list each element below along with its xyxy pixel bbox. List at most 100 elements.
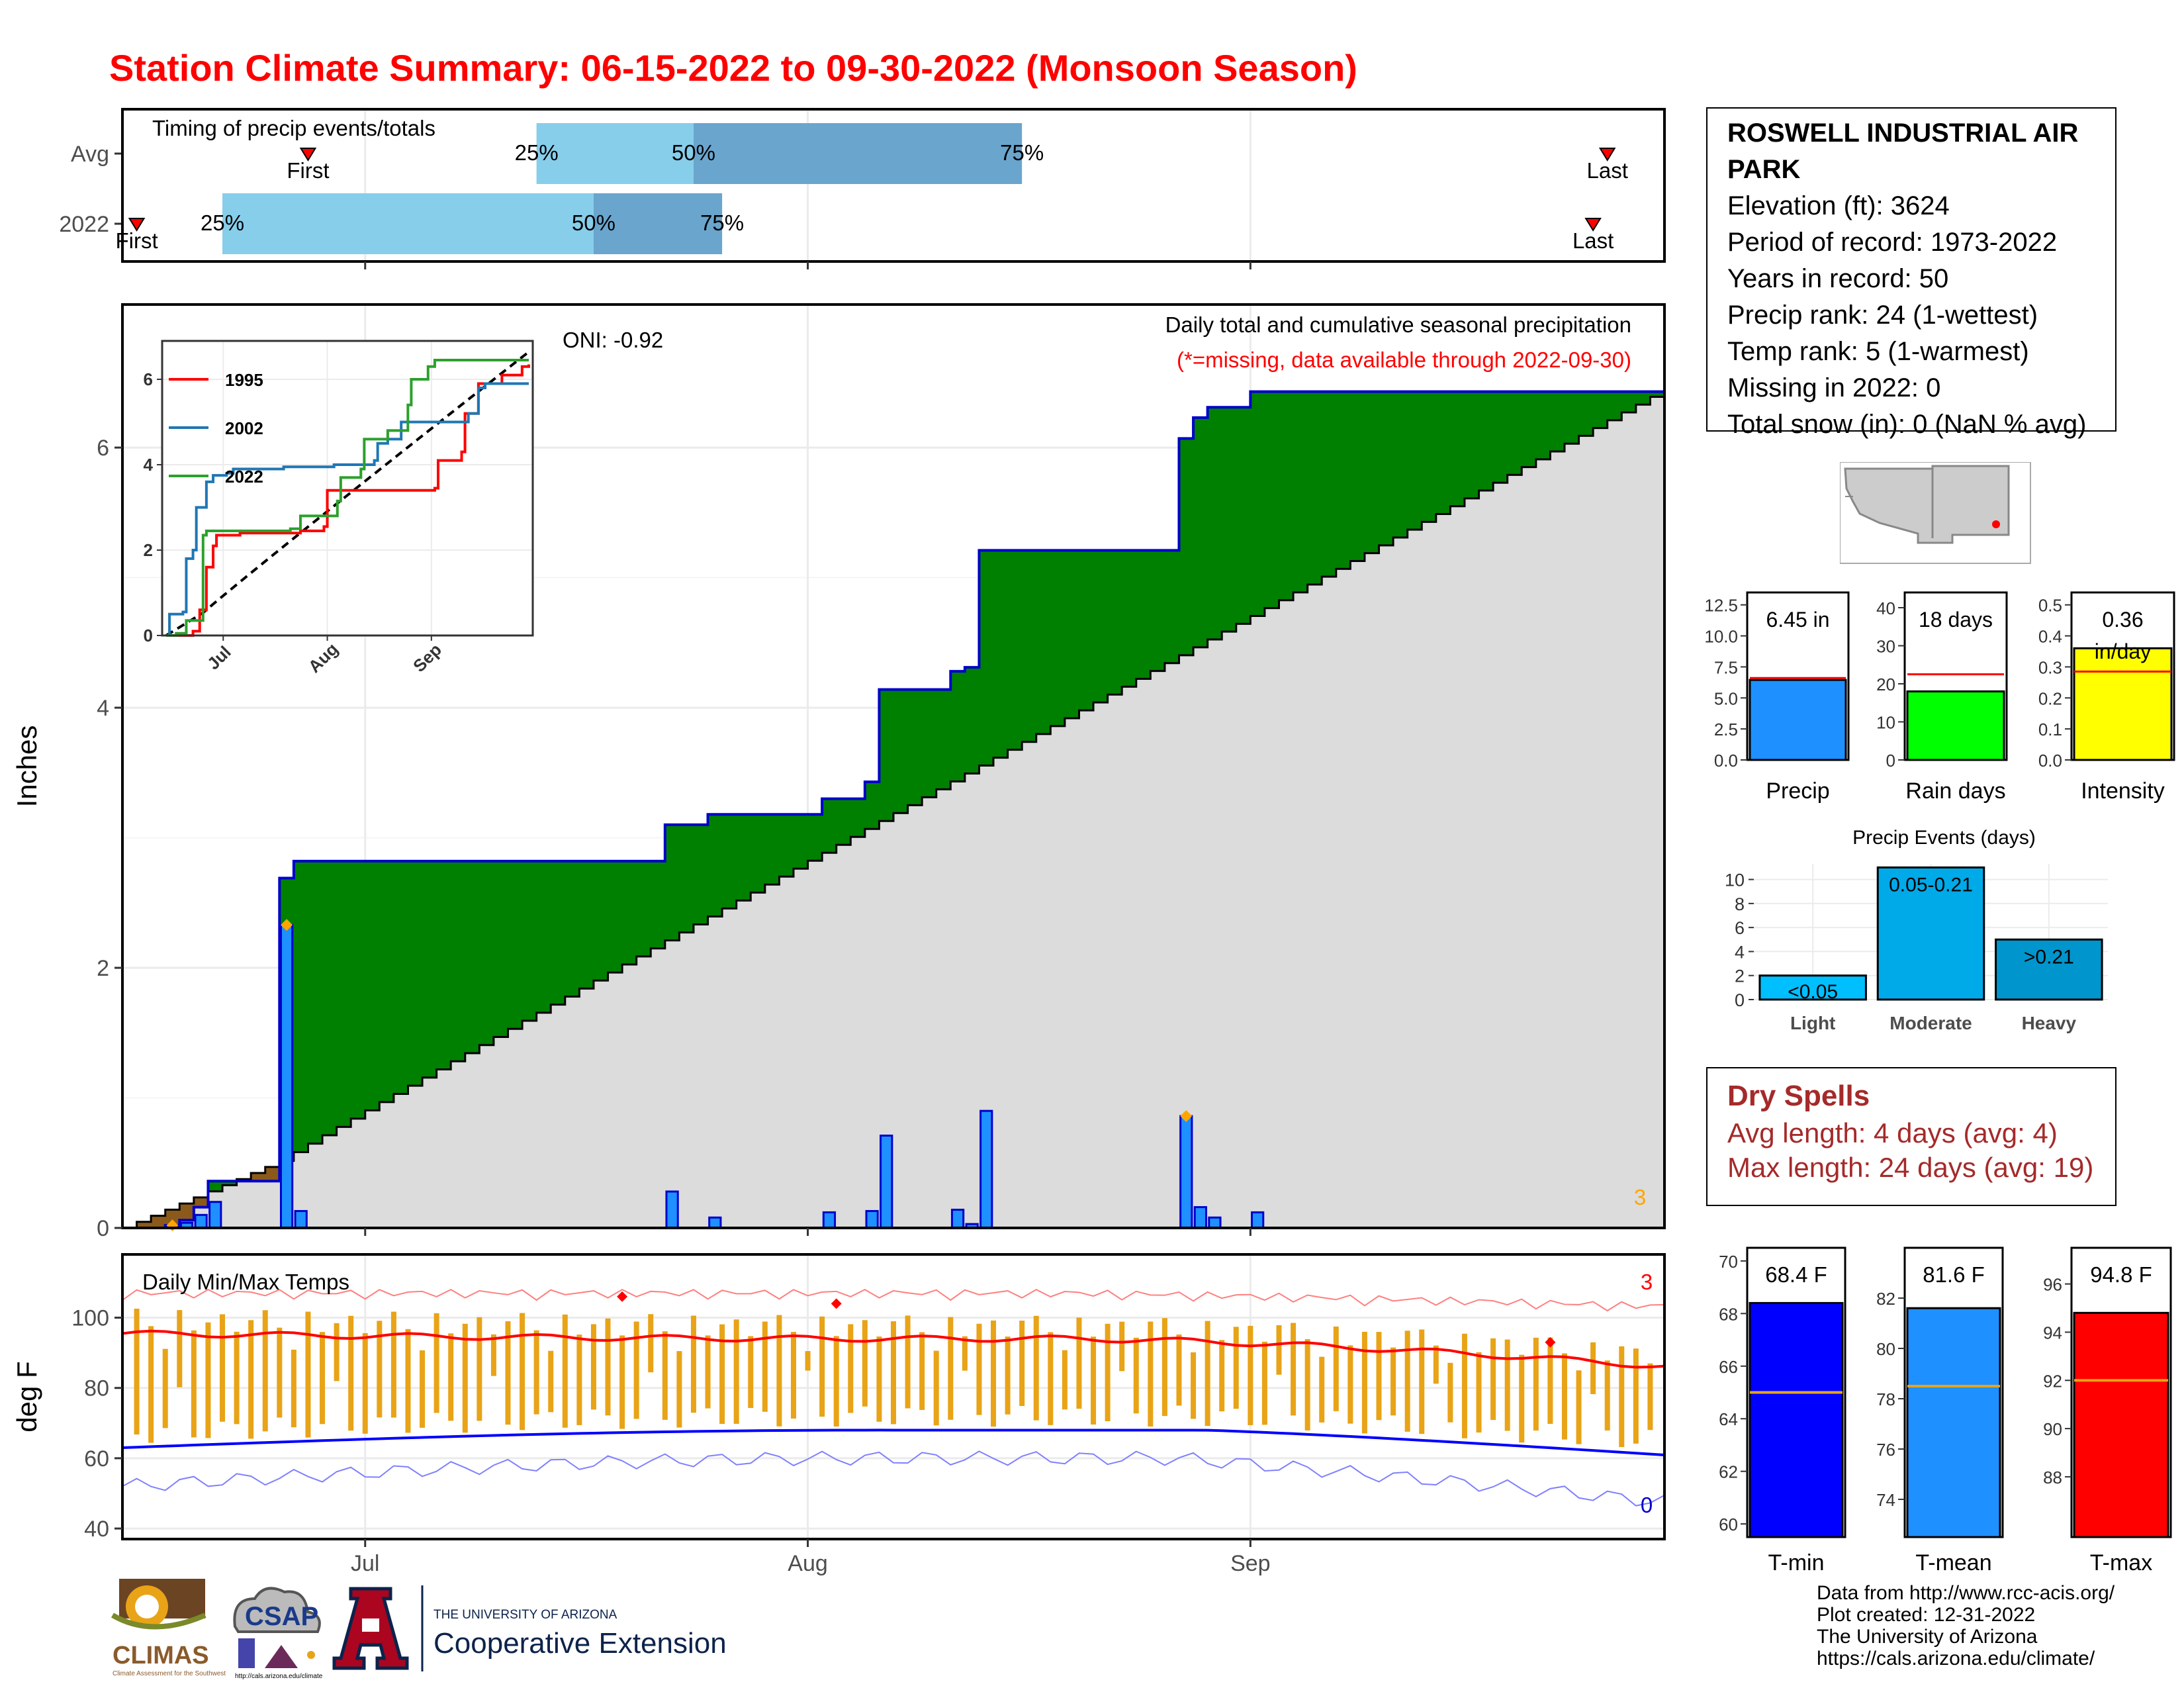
precip-event-bar-light <box>1758 974 1867 1001</box>
dry-spells-max: Max length: 24 days (avg: 19) <box>1727 1152 2094 1183</box>
daily-precip-bar <box>822 1211 837 1229</box>
summary-ytick-label: 60 <box>1719 1515 1738 1534</box>
csap-logo: CSAP http://cals.arizona.edu/climate <box>233 1587 323 1680</box>
daily-temp-bar <box>533 1330 539 1415</box>
daily-temp-bar <box>520 1313 525 1430</box>
summary-ytick-label: 90 <box>2043 1419 2062 1439</box>
summary-panel-name: T-mean <box>1915 1550 1991 1575</box>
daily-temp-bar <box>648 1314 654 1373</box>
record-low-line <box>122 1450 1665 1507</box>
daily-temp-bar <box>205 1322 211 1438</box>
timing-quantile-label: 25% <box>515 140 559 165</box>
daily-temp-bar <box>448 1333 454 1421</box>
daily-precip-bar <box>665 1190 679 1229</box>
inset-ytick-label: 4 <box>144 455 154 475</box>
daily-temp-bar <box>1504 1339 1510 1431</box>
daily-temp-bar <box>805 1351 811 1371</box>
daily-temp-bar <box>1291 1323 1297 1416</box>
daily-temp-bar <box>191 1330 197 1438</box>
record-temp-marker <box>831 1298 842 1309</box>
summary-panel-name: Precip <box>1766 778 1829 804</box>
daily-temp-bar <box>377 1321 383 1418</box>
daily-temp-bar <box>420 1350 426 1428</box>
daily-temp-bar <box>1533 1337 1539 1431</box>
daily-temp-bar <box>1033 1315 1039 1421</box>
precip-events-title: Precip Events (days) <box>1852 827 2036 849</box>
summary-ytick-label: 0.0 <box>1714 751 1738 771</box>
summary-ytick-label: 82 <box>1876 1289 1895 1309</box>
map-states <box>1844 465 2010 544</box>
precip-event-category: Heavy <box>2022 1013 2077 1033</box>
precip-ytick-label: 6 <box>97 436 109 461</box>
temp-ytick-label: 100 <box>71 1306 109 1331</box>
daily-temp-bar <box>1433 1345 1439 1384</box>
station-info-box: ROSWELL INDUSTRIAL AIR PARK Elevation (f… <box>1706 107 2116 439</box>
daily-temp-bar <box>1219 1340 1225 1412</box>
daily-temp-bar <box>605 1318 611 1416</box>
cumulative-2022-line <box>122 390 1664 1229</box>
timing-row-label: 2022 <box>59 212 109 237</box>
daily-temp-bar <box>1376 1332 1382 1421</box>
summary-ytick-label: 66 <box>1719 1357 1738 1377</box>
daily-temp-bar <box>933 1350 939 1426</box>
station-name: ROSWELL INDUSTRIAL AIR PARK <box>1727 118 2079 184</box>
daily-temp-bar <box>776 1315 782 1427</box>
daily-temp-bar <box>1390 1347 1396 1416</box>
daily-temp-bar <box>748 1336 754 1408</box>
summary-bar-t-min <box>1749 1301 1844 1538</box>
daily-temp-bar <box>1005 1336 1011 1415</box>
inset-legend-label: 2022 <box>225 467 263 487</box>
average-high-line <box>122 1329 1665 1369</box>
above-average-area <box>122 389 1664 1228</box>
summary-ytick-label: 20 <box>1876 675 1895 694</box>
daily-temp-bar <box>177 1310 183 1387</box>
temp-ytick-label: 60 <box>84 1446 109 1472</box>
station-years: Years in record: 50 <box>1727 264 1949 293</box>
daily-temp-bar <box>690 1315 696 1413</box>
daily-temp-bar <box>962 1336 968 1371</box>
timing-bar-q25-q50 <box>536 123 694 184</box>
summary-ytick-label: 92 <box>2043 1371 2062 1391</box>
inset-frame <box>161 340 534 637</box>
daily-precip-bar <box>979 1109 993 1229</box>
daily-precip-bar <box>208 1201 222 1229</box>
summary-ytick-label: 12.5 <box>1704 596 1738 616</box>
daily-temp-bar <box>848 1324 854 1413</box>
daily-temp-bar <box>948 1317 954 1420</box>
daily-temp-bar <box>976 1323 982 1415</box>
summary-panel-name: T-max <box>2090 1550 2152 1575</box>
summary-ytick-label: 96 <box>2043 1275 2062 1295</box>
average-low-line <box>122 1429 1665 1456</box>
dry-spells-title: Dry Spells <box>1727 1080 1870 1112</box>
temp-ylabel: deg F <box>11 1361 42 1432</box>
last-event-marker <box>1598 148 1616 162</box>
first-event-label: First <box>287 158 329 183</box>
summary-panel-name: Rain days <box>1905 778 2005 804</box>
daily-temp-bar <box>662 1331 668 1420</box>
daily-temp-bar <box>405 1329 411 1433</box>
daily-temp-bar <box>1304 1339 1310 1430</box>
locator-map <box>1840 462 2031 564</box>
station-location-marker <box>1992 520 2000 528</box>
daily-temp-bar <box>1176 1334 1182 1406</box>
daily-temp-bar <box>234 1331 240 1425</box>
daily-precip-bar <box>708 1216 722 1229</box>
daily-temp-bar <box>1161 1318 1167 1417</box>
daily-temp-bar <box>833 1336 839 1427</box>
summary-value-label: 68.4 F <box>1765 1262 1827 1287</box>
summary-ytick-label: 0.2 <box>2038 688 2062 708</box>
summary-ytick-label: 68 <box>1719 1304 1738 1324</box>
daily-temp-bar <box>1561 1353 1567 1440</box>
timing-row-label: Avg <box>71 142 109 167</box>
station-temp-rank: Temp rank: 5 (1-warmest) <box>1727 337 2029 366</box>
daily-temp-bar <box>676 1351 682 1428</box>
daily-temp-bar <box>362 1333 368 1434</box>
daily-temp-bar <box>1447 1362 1453 1423</box>
inset-bg <box>162 341 533 635</box>
average-cumulative-line <box>122 389 1666 1229</box>
precip-frame <box>121 303 1666 1229</box>
summary-ytick-label: 5.0 <box>1714 688 1738 708</box>
summary-bar-t-max <box>2073 1311 2169 1538</box>
credit-url: https://cals.arizona.edu/climate/ <box>1817 1648 2095 1669</box>
